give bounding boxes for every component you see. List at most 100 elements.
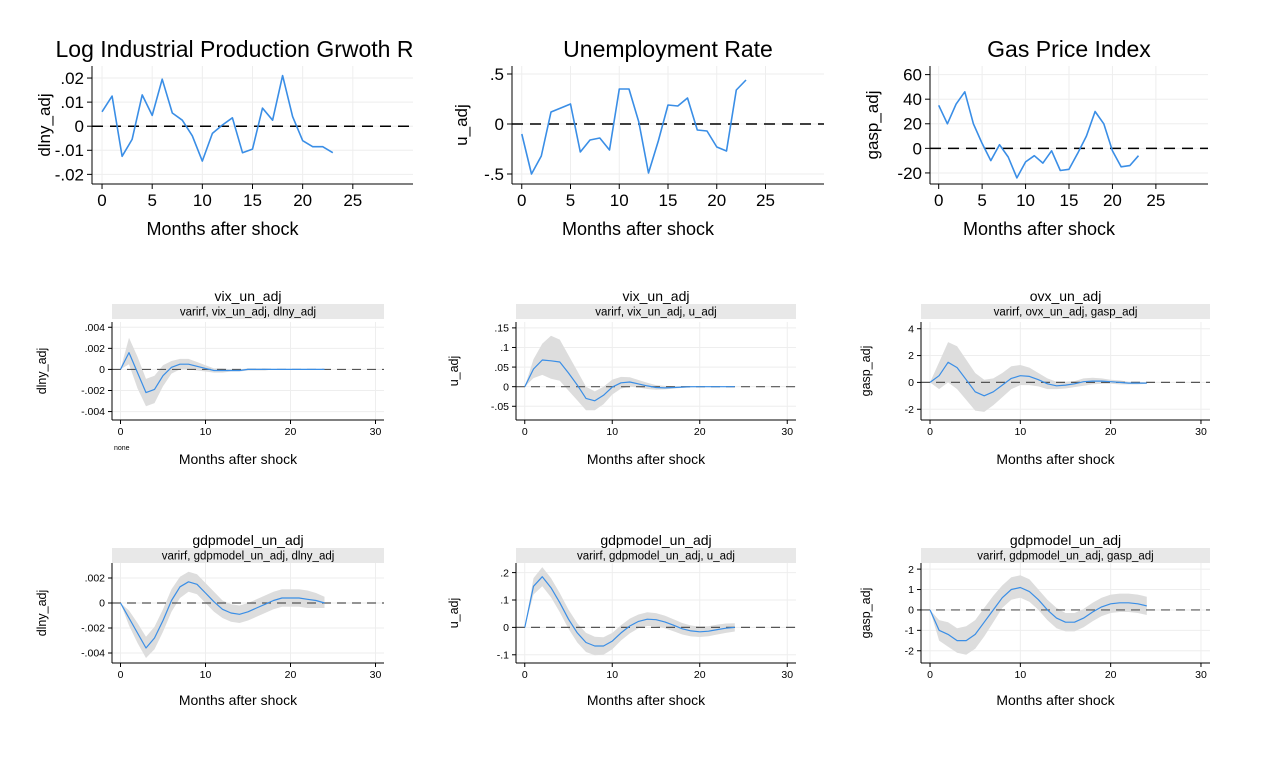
x-axis-label: Months after shock [587, 451, 706, 467]
series-line [524, 576, 735, 647]
subtitle-strip [921, 304, 1210, 319]
y-tick-label: .01 [60, 93, 84, 112]
x-tick-label: 30 [781, 669, 793, 681]
x-tick-label: 10 [606, 669, 618, 681]
subtitle-strip [516, 304, 796, 319]
chart-subtitle: varirf, vix_un_adj, u_adj [595, 307, 716, 319]
y-tick-label: .02 [60, 69, 84, 88]
series-line [929, 361, 1147, 397]
y-tick-label: .1 [500, 342, 509, 354]
chart-title: gdpmodel_un_adj [600, 532, 711, 548]
chart-panel-1: Log Industrial Production Grwoth R .02 .01… [35, 36, 413, 239]
series-line [524, 359, 735, 402]
y-tick-label: 2 [908, 350, 914, 362]
chart-panel-7: gdpmodel_un_adj varirf, gdpmodel_un_adj, … [35, 532, 384, 708]
x-tick-label: 20 [707, 191, 726, 210]
y-tick-label: -20 [897, 164, 922, 183]
x-tick-label: 10 [193, 191, 212, 210]
x-axis-label: Months after shock [963, 219, 1116, 239]
x-tick-label: 30 [370, 426, 382, 438]
y-axis-label: dlny_adj [35, 348, 49, 395]
y-axis-label: gasp_adj [863, 90, 882, 159]
x-tick-label: 10 [1016, 191, 1035, 210]
x-axis-label: Months after shock [996, 692, 1115, 708]
y-tick-label: .002 [85, 343, 106, 355]
x-axis-label: Months after shock [996, 451, 1115, 467]
y-tick-label: 0 [908, 605, 914, 617]
x-tick-label: 10 [606, 426, 618, 438]
chart-title: vix_un_adj [215, 288, 282, 304]
y-tick-label: .1 [500, 595, 509, 607]
series-line [119, 352, 325, 394]
chart-panel-2: Unemployment Rate .5 0 -.5 0 5 10 15 20 25 Months … [452, 36, 824, 239]
y-axis-label: dlny_adj [35, 590, 49, 637]
x-tick-label: 25 [1146, 191, 1165, 210]
y-tick-label: 40 [903, 90, 922, 109]
chart-panel-6: ovx_un_adj varirf, ovx_un_adj, gasp_adj 4 2… [859, 288, 1210, 467]
x-tick-label: 0 [934, 191, 943, 210]
x-tick-label: 10 [1015, 669, 1027, 681]
y-axis-label: dlny_adj [35, 93, 54, 156]
x-tick-label: 10 [200, 426, 212, 438]
y-tick-label: .2 [500, 567, 509, 579]
y-tick-label: -.05 [491, 401, 509, 413]
y-tick-label: -.01 [55, 141, 84, 160]
x-axis-label: Months after shock [146, 219, 299, 239]
y-tick-label: -2 [905, 645, 914, 657]
x-tick-label: 30 [1195, 426, 1207, 438]
y-axis-label: gasp_adj [859, 346, 873, 397]
x-tick-label: 20 [285, 426, 297, 438]
x-tick-label: 30 [370, 669, 382, 681]
chart-subtitle: varirf, gdpmodel_un_adj, u_adj [577, 551, 735, 563]
x-tick-label: 0 [522, 669, 528, 681]
y-axis-label: u_adj [452, 104, 471, 146]
y-tick-label: 0 [99, 364, 105, 376]
y-tick-label: .5 [490, 65, 504, 84]
x-tick-label: 0 [517, 191, 526, 210]
chart-title: Log Industrial Production Grwoth R [56, 36, 414, 62]
y-tick-label: -.002 [81, 385, 105, 397]
x-tick-label: 0 [927, 669, 933, 681]
x-tick-label: 0 [118, 426, 124, 438]
y-tick-label: -.5 [484, 165, 504, 184]
y-tick-label: 60 [903, 66, 922, 85]
x-tick-label: 20 [694, 426, 706, 438]
series-line [119, 581, 325, 649]
confidence-band [120, 337, 325, 407]
y-tick-label: 0 [503, 381, 509, 393]
y-tick-label: -.004 [81, 648, 105, 660]
chart-panel-5: vix_un_adj varirf, vix_un_adj, u_adj .15 .1… [447, 288, 796, 467]
y-tick-label: 2 [908, 564, 914, 576]
y-tick-label: -.02 [55, 165, 84, 184]
x-tick-label: 20 [293, 191, 312, 210]
y-tick-label: 0 [75, 117, 84, 136]
chart-title: ovx_un_adj [1030, 288, 1102, 304]
y-tick-label: 0 [913, 139, 922, 158]
y-tick-label: -.002 [81, 623, 105, 635]
x-tick-label: 0 [522, 426, 528, 438]
confidence-band [524, 567, 735, 656]
x-tick-label: 0 [927, 426, 933, 438]
chart-title: Unemployment Rate [563, 36, 773, 62]
x-axis-label: Months after shock [587, 692, 706, 708]
x-tick-label: 20 [694, 669, 706, 681]
x-tick-label: 10 [1015, 426, 1027, 438]
x-tick-label: 20 [1105, 669, 1117, 681]
y-axis-label: u_adj [447, 356, 461, 387]
y-axis-label: gasp_adj [859, 588, 873, 639]
x-tick-label: 5 [566, 191, 575, 210]
y-tick-label: -.1 [497, 649, 509, 661]
y-tick-label: 1 [908, 584, 914, 596]
y-tick-label: .002 [85, 573, 106, 585]
subtitle-strip [112, 304, 384, 319]
x-tick-label: 5 [977, 191, 986, 210]
y-tick-label: -1 [905, 625, 914, 637]
y-axis-label: u_adj [447, 598, 461, 629]
chart-title: Gas Price Index [987, 36, 1151, 62]
confidence-band [120, 571, 325, 658]
x-tick-label: 15 [659, 191, 678, 210]
y-tick-label: 0 [503, 622, 509, 634]
y-tick-label: -2 [905, 404, 914, 416]
chart-subtitle: varirf, ovx_un_adj, gasp_adj [994, 307, 1138, 319]
x-tick-label: 30 [1195, 669, 1207, 681]
